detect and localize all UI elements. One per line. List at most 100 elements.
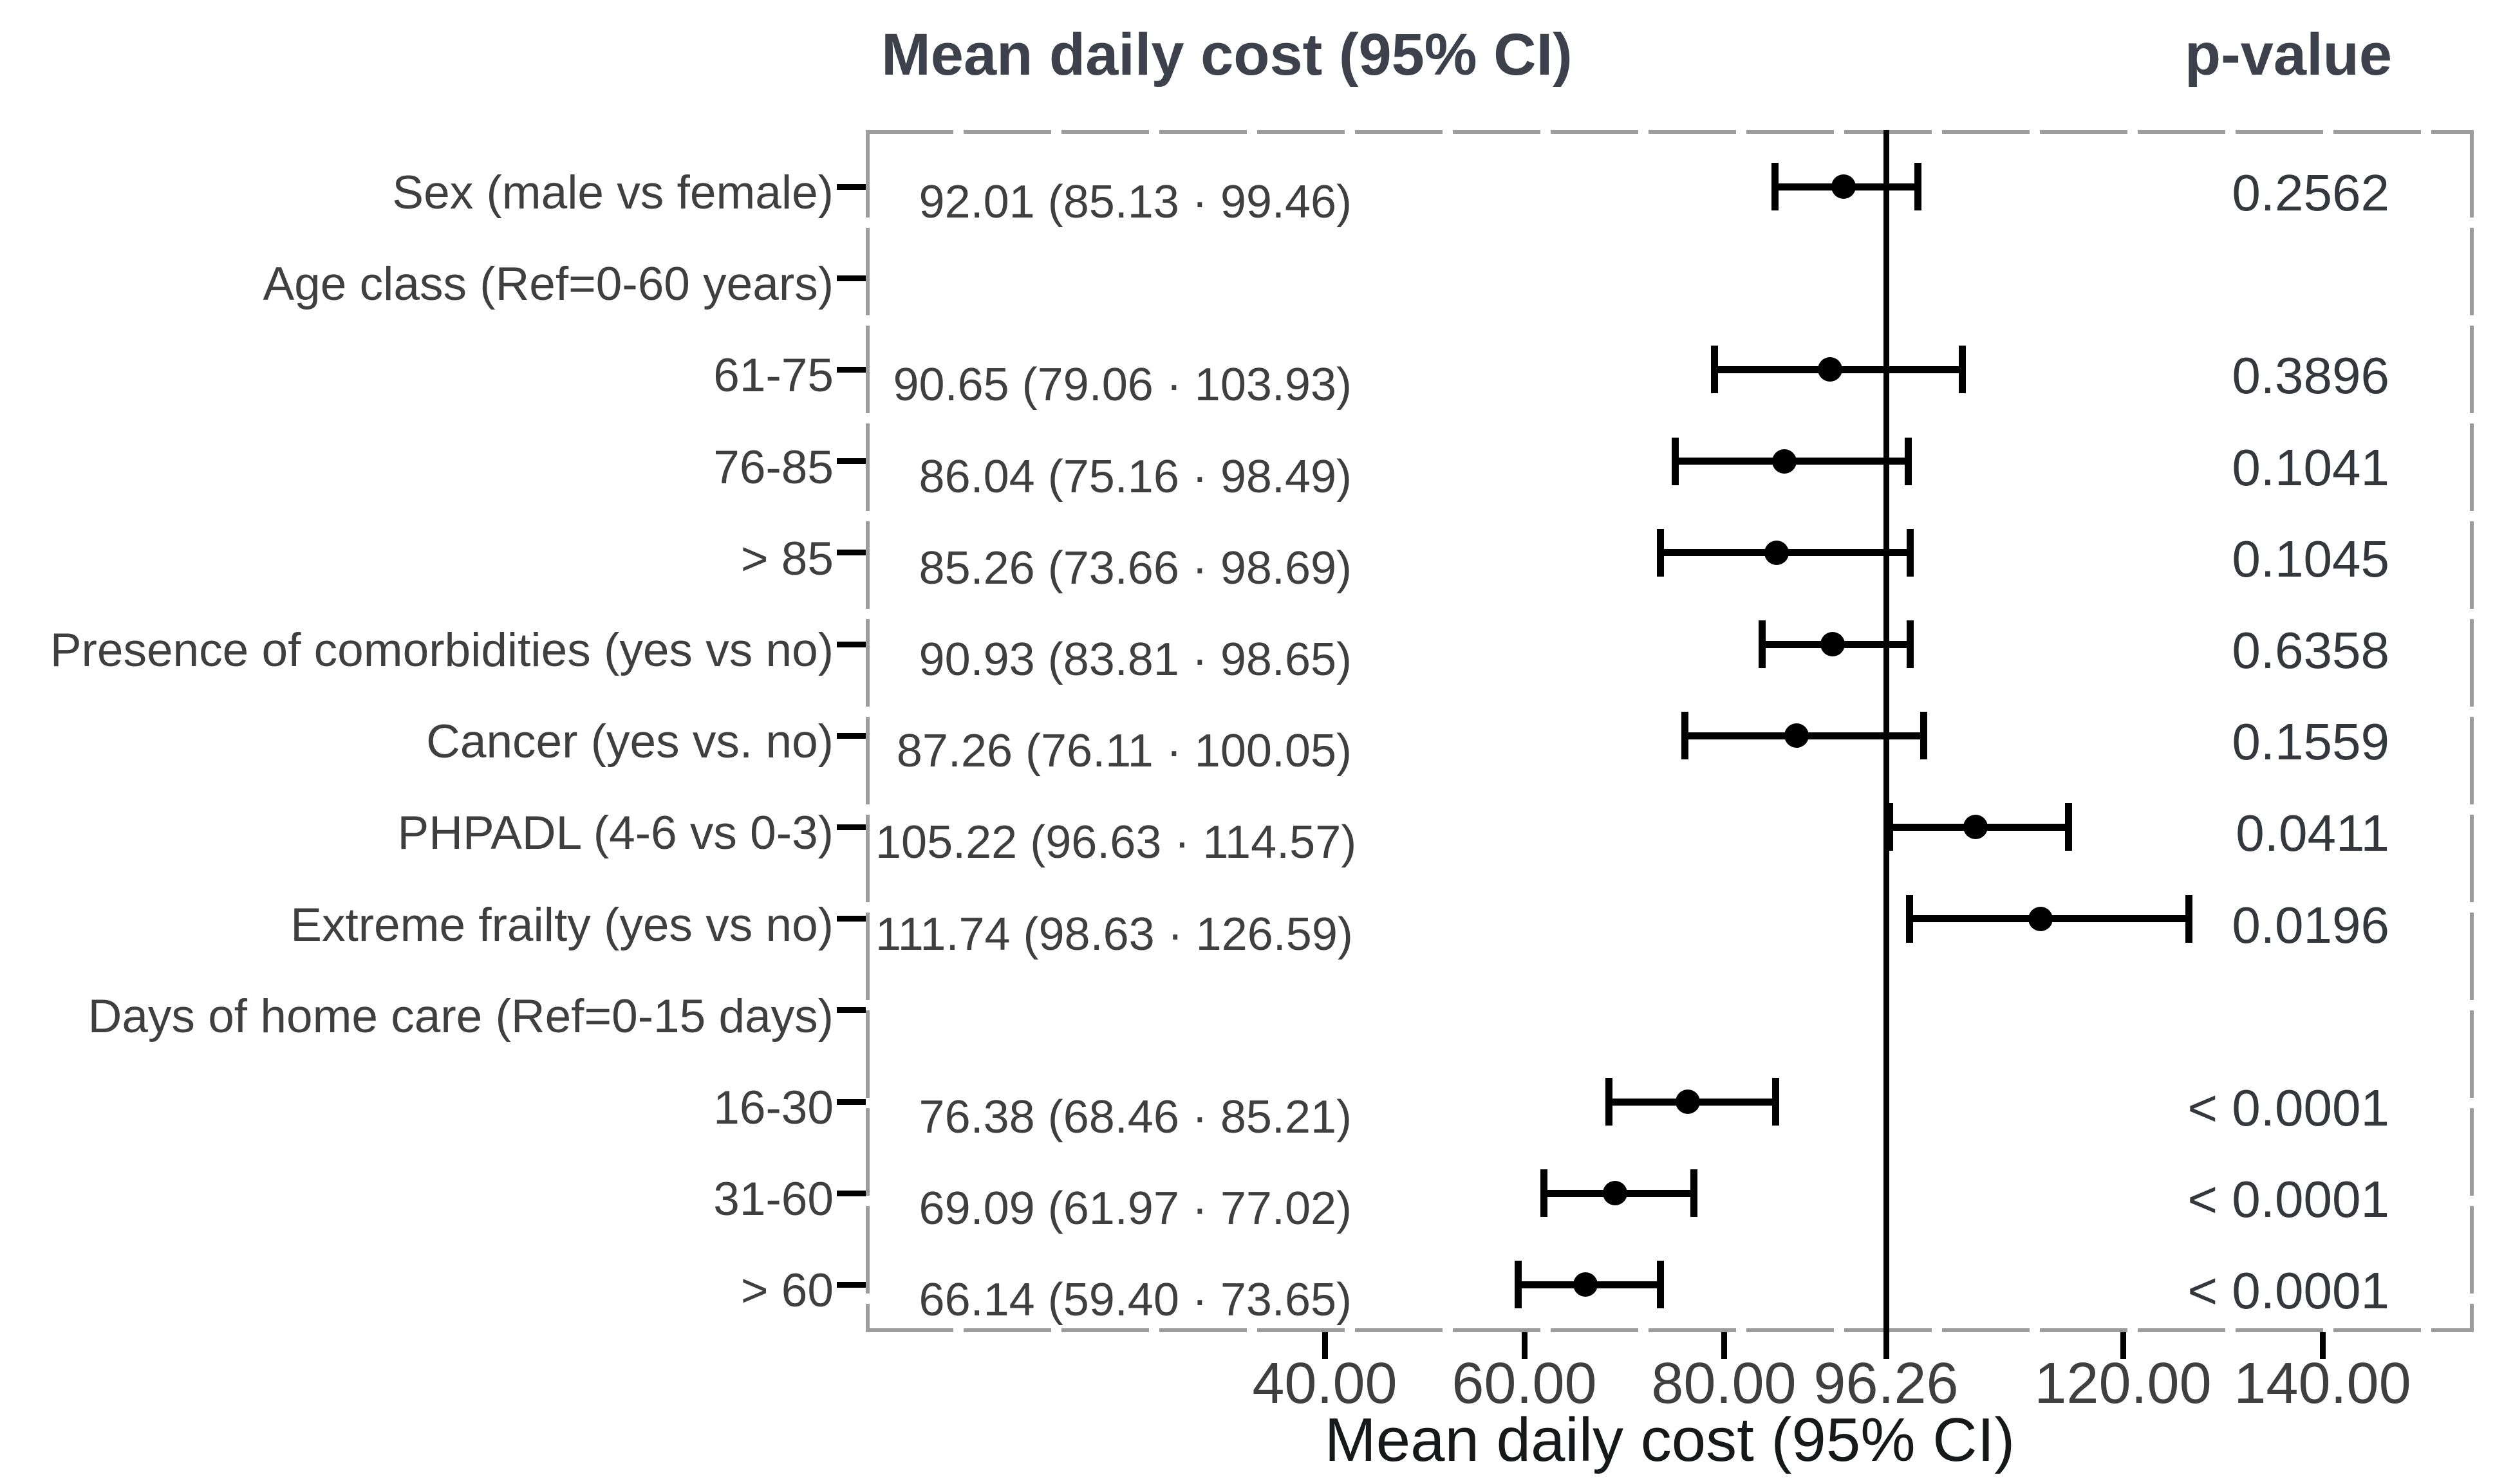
panel-border-bottom <box>866 1328 2474 1332</box>
row-label: Age class (Ref=0-60 years) <box>263 258 834 311</box>
ci-cap-right <box>1907 528 1914 577</box>
ci-cap-left <box>1672 437 1679 485</box>
y-axis-tick <box>837 824 866 830</box>
y-axis-tick <box>837 1190 866 1196</box>
y-axis-tick <box>837 183 866 190</box>
ci-cap-right <box>1690 1169 1698 1218</box>
ci-cap-right <box>1906 620 1914 668</box>
mean-dot <box>1818 357 1843 382</box>
mean-dot <box>1820 632 1845 656</box>
ci-cap-left <box>1886 803 1894 851</box>
mean-dot <box>2028 906 2053 931</box>
mean-dot <box>1602 1181 1627 1206</box>
ci-cap-right <box>2185 895 2192 943</box>
row-label: 76-85 <box>713 441 834 494</box>
estimate-column-header: Mean daily cost (95% CI) <box>881 22 1573 88</box>
y-axis-tick <box>837 1007 866 1014</box>
estimate-text: 105.22 (96.63 · 114.57) <box>875 817 1357 869</box>
ci-cap-right <box>1959 346 1967 394</box>
x-axis-tick-label: 120.00 <box>2034 1351 2212 1416</box>
y-axis-tick <box>837 550 866 556</box>
ci-cap-left <box>1771 163 1779 210</box>
estimate-text: 87.26 (76.11 · 100.05) <box>896 725 1352 777</box>
estimate-text: 90.93 (83.81 · 98.65) <box>919 634 1352 685</box>
mean-dot <box>1764 540 1789 565</box>
estimate-text: 90.65 (79.06 · 103.93) <box>893 359 1352 411</box>
p-value: < 0.0001 <box>2187 1171 2389 1229</box>
mean-dot <box>1675 1090 1700 1114</box>
estimate-text: 69.09 (61.97 · 77.02) <box>919 1183 1352 1235</box>
row-label: Sex (male vs female) <box>392 167 834 219</box>
y-axis-tick <box>837 366 866 373</box>
p-value: 0.0196 <box>2232 896 2389 954</box>
p-value: 0.1559 <box>2232 713 2389 771</box>
row-label: PHPADL (4-6 vs 0-3) <box>397 807 834 860</box>
row-label: > 85 <box>740 532 834 585</box>
x-axis-tick <box>1521 1332 1528 1359</box>
estimate-text: 86.04 (75.16 · 98.49) <box>919 450 1352 503</box>
ci-cap-left <box>1540 1169 1548 1218</box>
p-value: 0.3896 <box>2232 347 2389 405</box>
panel-border-top <box>866 130 2474 134</box>
x-axis-tick <box>2120 1332 2126 1359</box>
row-label: > 60 <box>740 1265 834 1317</box>
p-value: 0.2562 <box>2232 164 2389 221</box>
ci-cap-left <box>1710 346 1718 394</box>
estimate-text: 85.26 (73.66 · 98.69) <box>919 542 1352 594</box>
p-value: 0.0411 <box>2236 804 2389 862</box>
estimate-text: 111.74 (98.63 · 126.59) <box>875 908 1353 960</box>
estimate-text: 76.38 (68.46 · 85.21) <box>919 1091 1352 1143</box>
ci-cap-left <box>1605 1078 1612 1126</box>
mean-dot <box>1771 449 1797 474</box>
plot-panel <box>866 130 2474 1332</box>
y-axis-tick <box>837 1281 866 1288</box>
ci-cap-left <box>1681 712 1689 760</box>
y-axis-tick <box>837 916 866 922</box>
mean-dot <box>1963 815 1988 840</box>
row-label: Days of home care (Ref=0-15 days) <box>88 990 834 1043</box>
estimate-text: 66.14 (59.40 · 73.65) <box>919 1274 1352 1326</box>
y-axis-tick <box>837 1099 866 1105</box>
p-value: < 0.0001 <box>2187 1079 2389 1136</box>
y-axis-tick <box>837 275 866 281</box>
x-axis-tick-label: 140.00 <box>2234 1351 2411 1416</box>
ci-cap-left <box>1515 1261 1522 1309</box>
p-value: 0.6358 <box>2232 622 2389 679</box>
ci-cap-right <box>1914 163 1922 210</box>
x-axis-tick <box>2319 1332 2326 1359</box>
ci-cap-left <box>1758 620 1766 668</box>
x-axis-title: Mean daily cost (95% CI) <box>1324 1405 2015 1474</box>
row-label: Cancer (yes vs. no) <box>426 716 834 768</box>
ci-cap-right <box>2065 803 2073 851</box>
p-value: 0.1041 <box>2232 438 2389 496</box>
ci-cap-right <box>1920 712 1928 760</box>
x-axis-tick-label: 40.00 <box>1252 1351 1397 1416</box>
p-value: 0.1045 <box>2232 530 2389 588</box>
x-axis-tick <box>1322 1332 1328 1359</box>
ci-cap-right <box>1905 437 1912 485</box>
row-label: Presence of comorbidities (yes vs no) <box>50 624 834 676</box>
row-label: 61-75 <box>713 349 834 402</box>
x-axis-tick <box>1883 1332 1889 1359</box>
mean-dot <box>1573 1272 1598 1297</box>
estimate-text: 92.01 (85.13 · 99.46) <box>919 176 1352 228</box>
ci-cap-left <box>1906 895 1914 943</box>
y-axis-tick <box>837 641 866 647</box>
y-axis-tick <box>837 458 866 465</box>
x-axis-tick-label: 80.00 <box>1651 1351 1797 1416</box>
row-label: Extreme frailty (yes vs no) <box>290 898 834 951</box>
ci-cap-right <box>1772 1078 1780 1126</box>
ci-cap-right <box>1657 1261 1665 1309</box>
y-axis-tick <box>837 732 866 739</box>
mean-dot <box>1831 174 1856 199</box>
x-axis-tick-label: 60.00 <box>1452 1351 1597 1416</box>
x-axis-tick-label: 96.26 <box>1813 1351 1959 1416</box>
reference-line <box>1883 130 1889 1332</box>
x-axis-tick <box>1721 1332 1727 1359</box>
panel-border-left <box>866 130 870 1332</box>
mean-dot <box>1784 723 1809 748</box>
row-label: 31-60 <box>713 1173 834 1226</box>
row-label: 16-30 <box>713 1082 834 1134</box>
pvalue-column-header: p-value <box>2184 22 2392 88</box>
